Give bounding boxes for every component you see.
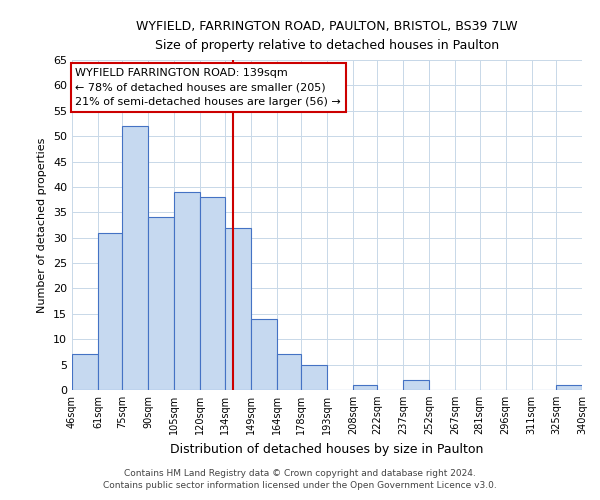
Text: WYFIELD FARRINGTON ROAD: 139sqm
← 78% of detached houses are smaller (205)
21% o: WYFIELD FARRINGTON ROAD: 139sqm ← 78% of…: [76, 68, 341, 107]
Bar: [353, 385, 377, 390]
Bar: [98, 232, 122, 390]
Text: Contains HM Land Registry data © Crown copyright and database right 2024.
Contai: Contains HM Land Registry data © Crown c…: [103, 468, 497, 490]
Bar: [224, 228, 251, 390]
Bar: [277, 354, 301, 390]
Y-axis label: Number of detached properties: Number of detached properties: [37, 138, 47, 312]
Bar: [148, 218, 175, 390]
X-axis label: Distribution of detached houses by size in Paulton: Distribution of detached houses by size …: [170, 442, 484, 456]
Bar: [175, 192, 200, 390]
Bar: [403, 380, 430, 390]
Bar: [301, 364, 327, 390]
Title: WYFIELD, FARRINGTON ROAD, PAULTON, BRISTOL, BS39 7LW
Size of property relative t: WYFIELD, FARRINGTON ROAD, PAULTON, BRIST…: [136, 20, 518, 52]
Bar: [251, 319, 277, 390]
Bar: [72, 354, 98, 390]
Bar: [556, 385, 582, 390]
Bar: [122, 126, 148, 390]
Bar: [200, 197, 224, 390]
